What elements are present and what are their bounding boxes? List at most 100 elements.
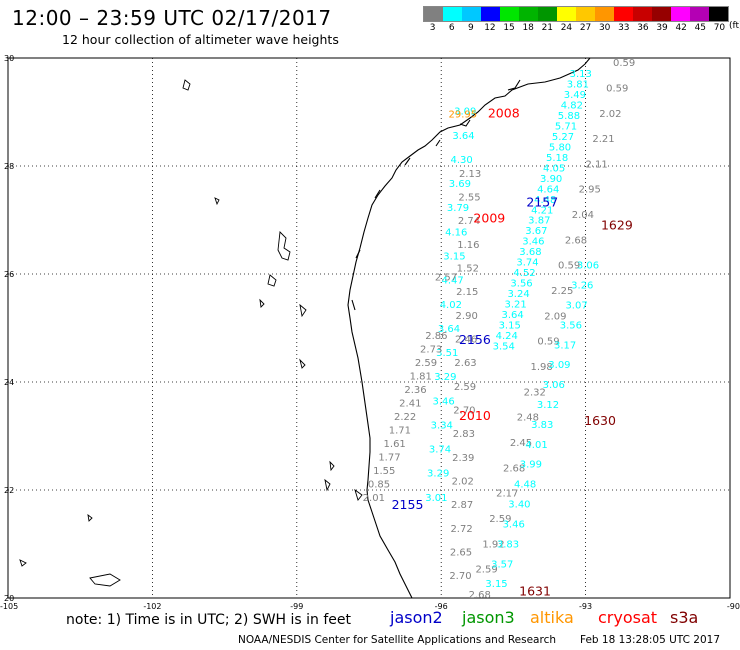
wave-height-value: 4.47 — [441, 276, 463, 287]
wave-height-value: 2.59 — [475, 565, 497, 576]
pass-time-label: 2155 — [392, 497, 424, 512]
wave-height-value: 3.13 — [570, 69, 592, 80]
wave-height-value: 2.73 — [420, 344, 442, 355]
color-scale-swatches — [423, 6, 729, 22]
coastline — [347, 57, 591, 599]
wave-height-value: 3.56 — [510, 279, 532, 290]
color-scale-label: 9 — [467, 23, 474, 33]
wave-height-value: 2.25 — [551, 286, 573, 297]
wave-height-value: 1.55 — [373, 466, 395, 477]
wave-height-value: 4.48 — [514, 480, 536, 491]
longitude-label: -99 — [290, 602, 303, 611]
wave-height-value: 3.51 — [436, 348, 458, 359]
wave-height-value: 2.63 — [454, 358, 476, 369]
color-swatch — [500, 7, 519, 21]
wave-height-value: 3.83 — [531, 420, 553, 431]
color-swatch — [709, 7, 728, 21]
color-swatch — [481, 7, 500, 21]
wave-height-value: 3.21 — [504, 300, 526, 311]
wave-height-value: 2.11 — [585, 159, 607, 170]
wave-height-value: 3.06 — [543, 380, 565, 391]
map-subtitle: 12 hour collection of altimeter wave hei… — [62, 32, 339, 47]
wave-height-value: 3.99 — [520, 460, 542, 471]
map-frame — [7, 57, 731, 599]
altimeter-tracks: 0.59 0.59 2.02 2.21 2.11 2.95 2.04 2.68 0.59 2.25… — [363, 58, 636, 601]
wave-height-value: 2.17 — [496, 489, 518, 500]
latitude-labels: 30 28 26 24 22 20 — [4, 54, 14, 603]
color-scale-label: 30 — [598, 23, 611, 33]
wave-height-value: 1.71 — [389, 425, 411, 436]
wave-height-value: 2.72 — [450, 524, 472, 535]
wave-height-value: 3.07 — [565, 300, 587, 311]
color-scale-label: 24 — [560, 23, 573, 33]
color-swatch — [443, 7, 462, 21]
wave-height-value: 3.79 — [447, 203, 469, 214]
pass-time-labels: 2008 2157 2009 1629 2156 2010 1630 2155 1631 — [392, 105, 633, 598]
wave-height-value: 4.16 — [445, 227, 467, 238]
wave-height-value: 3.74 — [516, 258, 538, 269]
wave-height-value: 2.95 — [579, 185, 601, 196]
footer-timestamp: Feb 18 13:28:05 UTC 2017 — [580, 634, 720, 646]
wave-height-value: 3.29 — [434, 372, 456, 383]
color-swatch — [557, 7, 576, 21]
wave-height-value: 2.70 — [453, 405, 475, 416]
wave-height-value: 2.15 — [456, 287, 478, 298]
wave-height-value: 4.48 — [534, 195, 556, 206]
wave-height-value: 3.46 — [503, 519, 525, 530]
longitude-label: -93 — [579, 602, 592, 611]
wave-height-value: 2.70 — [449, 571, 471, 582]
longitude-label: -105 — [0, 602, 18, 611]
wave-height-value: 2.65 — [450, 547, 472, 558]
wave-height-value: 3.57 — [491, 559, 513, 570]
wave-height-value: 5.71 — [555, 121, 577, 132]
pass-time-label: 2010 — [459, 408, 491, 423]
wave-height-value: 2.83 — [453, 429, 475, 440]
wave-height-value: 2.57 — [435, 272, 457, 283]
extra-value-labels: 29.95 2.57 — [435, 109, 477, 283]
color-scale-label: 33 — [618, 23, 630, 33]
longitude-label: -90 — [727, 602, 740, 611]
wave-height-value: 2.45 — [510, 438, 532, 449]
wave-height-value: 2.01 — [363, 493, 385, 504]
wave-height-value: 4.05 — [543, 163, 565, 174]
wave-height-value: 0.59 — [613, 58, 635, 69]
wave-height-value: 3.69 — [449, 179, 471, 190]
wave-height-value: 0.59 — [537, 337, 559, 348]
latitude-label: 28 — [4, 162, 14, 171]
wave-height-value: 3.01 — [425, 493, 447, 504]
latitude-label: 20 — [4, 594, 14, 603]
color-swatch — [633, 7, 652, 21]
wave-height-value: 2.32 — [524, 387, 546, 398]
color-swatch — [652, 7, 671, 21]
wave-height-value: 3.49 — [564, 90, 586, 101]
color-scale-label: 21 — [541, 23, 554, 33]
color-swatch — [424, 7, 443, 21]
wave-height-value: 1.61 — [384, 439, 406, 450]
wave-height-value: 3.29 — [427, 469, 449, 480]
wave-height-value: 3.26 — [571, 281, 593, 292]
wave-height-value: 3.68 — [519, 247, 541, 258]
wave-height-value: 3.40 — [508, 500, 530, 511]
color-swatch — [576, 7, 595, 21]
wave-height-value: 2.59 — [489, 514, 511, 525]
color-scale-label: 42 — [675, 23, 687, 33]
pass-time-label: 2008 — [488, 105, 520, 120]
wave-height-value: 3.90 — [540, 174, 562, 185]
wave-height-value: 3.54 — [493, 342, 515, 353]
wave-height-value: 3.64 — [438, 324, 460, 335]
longitude-label: -96 — [435, 602, 448, 611]
wave-height-value: 2.04 — [572, 210, 594, 221]
wave-height-value: 5.80 — [549, 142, 571, 153]
color-scale-labels: 3 6 9 12 15 18 21 24 27 30 33 36 39 42 45 70 — [423, 23, 729, 33]
color-scale-label: 27 — [579, 23, 592, 33]
wave-height-value: 2.36 — [404, 385, 426, 396]
pass-time-label: 1629 — [601, 218, 633, 233]
wave-height-value: 1.81 — [410, 371, 432, 382]
legend-item-jason2: jason2 — [390, 608, 443, 627]
wave-height-value: 4.30 — [451, 155, 473, 166]
wave-height-value: 0.59 — [606, 83, 628, 94]
wave-height-value: 0.85 — [368, 479, 390, 490]
wave-height-value: 3.64 — [452, 131, 474, 142]
wave-height-value: 3.09 — [454, 107, 476, 118]
